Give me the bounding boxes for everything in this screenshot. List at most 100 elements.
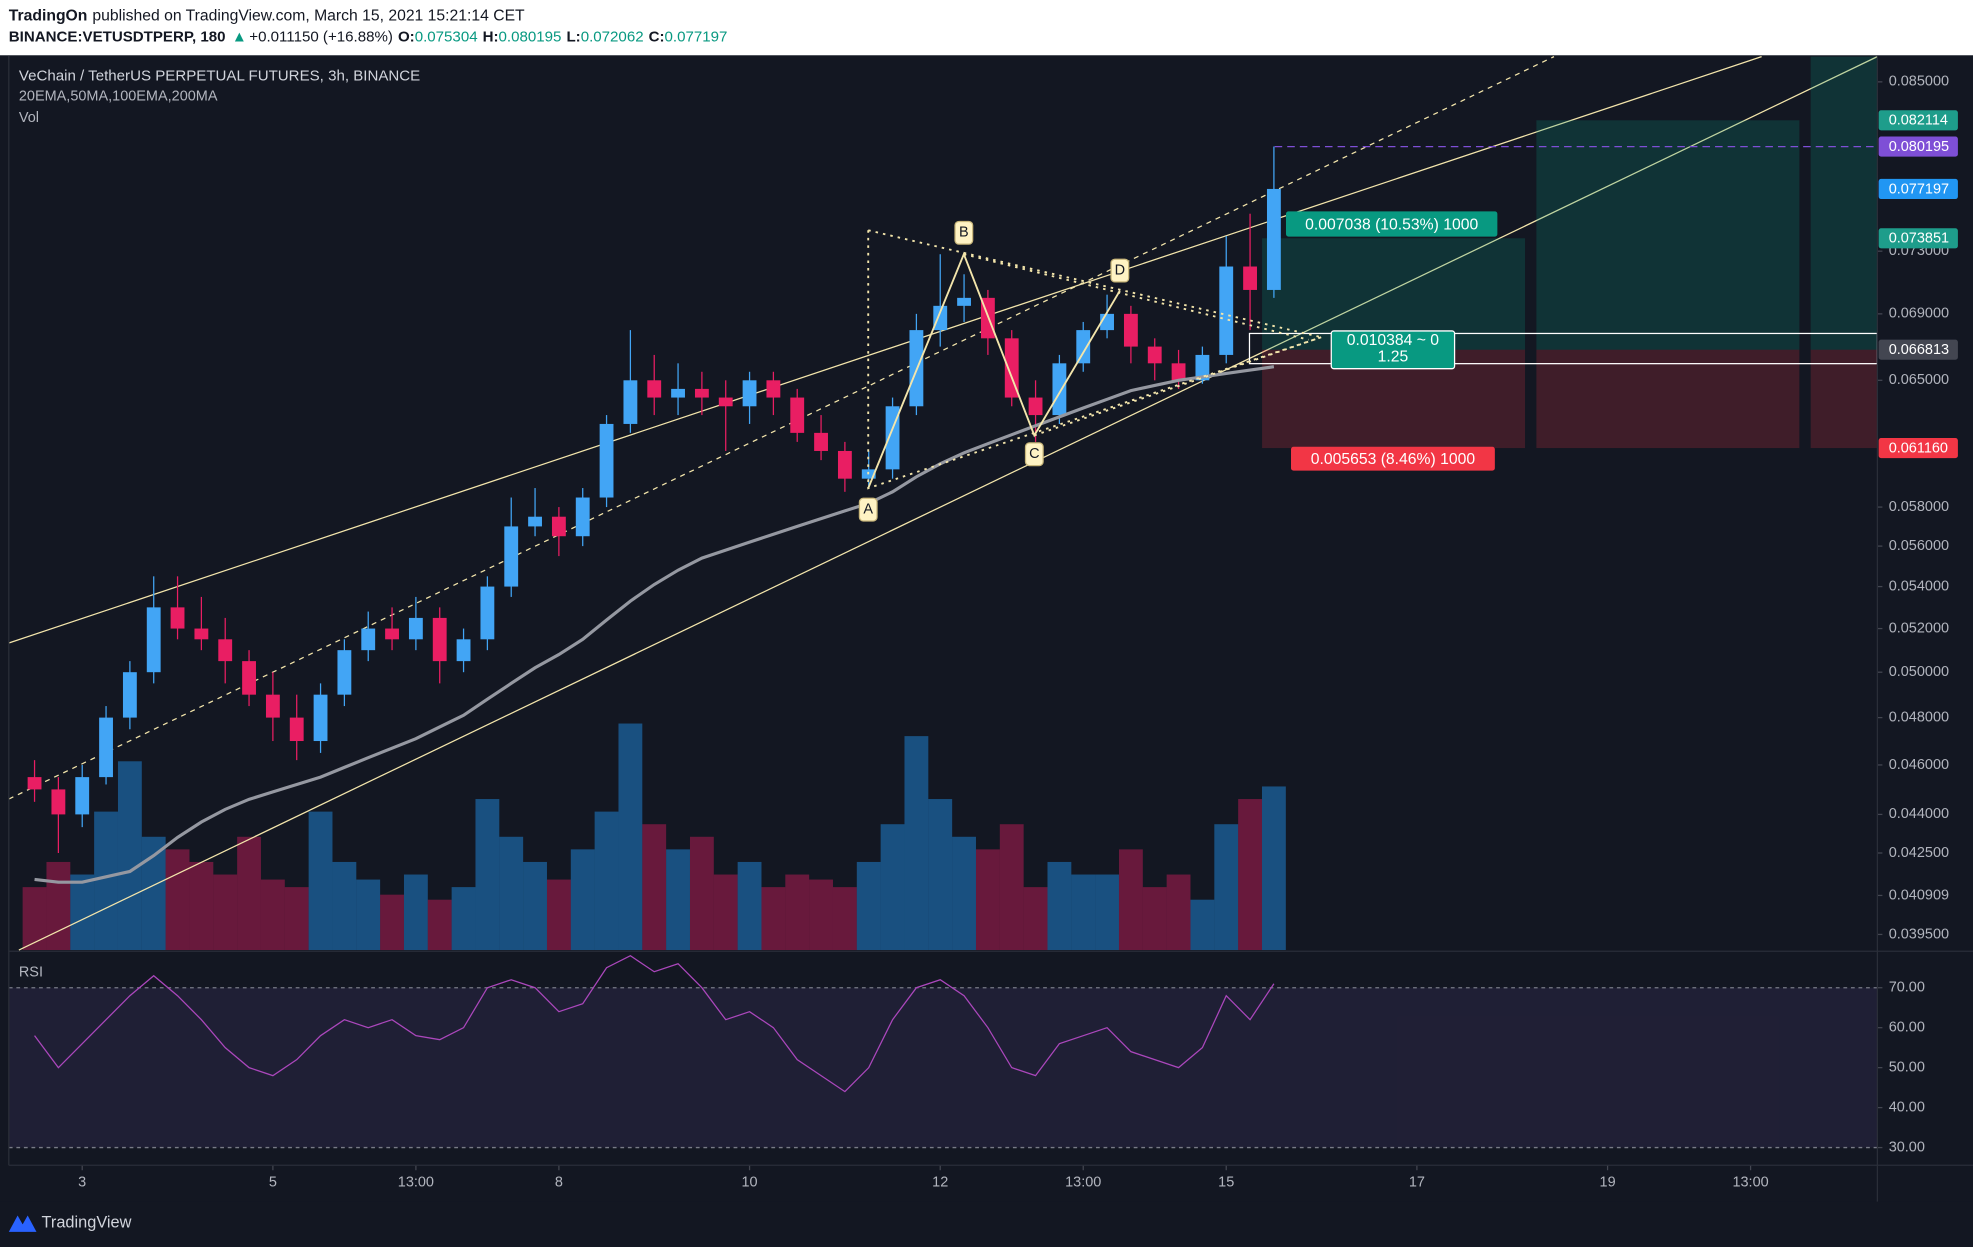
y-tick-label: 0.040909 <box>1889 887 1949 903</box>
candle-body <box>1052 363 1067 416</box>
volume-bar <box>785 874 810 951</box>
volume-bar <box>546 879 571 951</box>
candle-body <box>122 672 137 718</box>
rsi-line <box>34 955 1275 1093</box>
price-tag: 0.073851 <box>1889 231 1949 247</box>
candle-body <box>1171 363 1186 381</box>
price-tag-bg <box>1878 228 1958 249</box>
price-tag: 0.077197 <box>1889 181 1949 197</box>
volume-bar <box>642 824 667 951</box>
volume-bar <box>308 811 333 951</box>
y-tick-label: 0.069000 <box>1889 306 1949 322</box>
y-tick-label: 0.042500 <box>1889 845 1949 861</box>
candle-body <box>242 661 256 695</box>
volume-bar <box>1190 899 1215 951</box>
x-tick-label: 5 <box>269 1175 277 1191</box>
x-tick-label: 15 <box>1218 1175 1234 1191</box>
symbol: BINANCE:VETUSDTPERP, 180 <box>9 29 226 46</box>
volume-bar <box>70 874 95 951</box>
candle-body <box>1243 266 1257 290</box>
x-tick-label: 13:00 <box>1732 1175 1768 1191</box>
volume-bar <box>1047 861 1072 951</box>
channel-lower <box>18 56 1878 951</box>
candle-body <box>671 388 685 398</box>
candle-body <box>957 297 971 306</box>
candle-body <box>599 423 614 498</box>
x-tick-label: 17 <box>1409 1175 1425 1191</box>
y-tick-label: 0.058000 <box>1889 499 1949 515</box>
candle-body <box>575 497 590 537</box>
volume-bar <box>117 761 142 951</box>
ohlc-value: 0.077197 <box>665 29 728 46</box>
candle-body <box>1123 313 1138 347</box>
x-tick-label: 12 <box>932 1175 948 1191</box>
x-tick-label: 10 <box>742 1175 758 1191</box>
x-tick-label: 13:00 <box>398 1175 434 1191</box>
position-ratio: 0.010384 ~ 0 <box>1347 332 1439 349</box>
pattern-label-bg <box>858 497 878 522</box>
pattern-label: B <box>959 225 969 241</box>
y-tick-label: 0.050000 <box>1889 664 1949 680</box>
rsi-band <box>8 987 1878 1148</box>
candle-body <box>1028 397 1043 416</box>
volume-bar <box>737 861 762 951</box>
ohlc-value: 0.075304 <box>415 29 478 46</box>
position-profit <box>1536 120 1800 350</box>
volume-bar <box>356 879 381 951</box>
volume-bar <box>403 874 428 951</box>
volume-bar <box>284 887 309 951</box>
ohlc-key: O: <box>398 29 415 46</box>
candle-body <box>647 380 662 398</box>
volume-bar <box>880 824 905 951</box>
candle-body <box>1266 188 1281 290</box>
candle-body <box>75 777 90 815</box>
abcd-pattern <box>867 251 1121 489</box>
y-tick-label: 0.056000 <box>1889 538 1949 554</box>
published: published on TradingView.com, March 15, … <box>92 8 525 25</box>
y-tick-label: 0.054000 <box>1889 578 1949 594</box>
candle-body <box>218 639 233 662</box>
position-profit <box>1810 56 1878 350</box>
candle-body <box>694 388 709 398</box>
volume-bar <box>975 849 1000 951</box>
header-line1: TradingOn published on TradingView.com, M… <box>9 8 525 25</box>
pattern-label-bg <box>1024 442 1044 467</box>
price-tag: 0.082114 <box>1889 113 1948 129</box>
candle-body <box>837 450 852 479</box>
pattern-label: A <box>863 501 873 517</box>
volume-bar <box>189 861 214 951</box>
volume-bar <box>22 887 47 951</box>
volume-bar <box>94 811 118 951</box>
candle-body <box>265 694 280 718</box>
ohlc-value: 0.072062 <box>581 29 644 46</box>
ohlc-key: H: <box>483 29 499 46</box>
y-tick-label: 0.065000 <box>1889 372 1949 388</box>
volume-bar <box>165 849 190 951</box>
y-tick-label: 0.085000 <box>1889 74 1949 90</box>
volume-bar <box>237 836 261 951</box>
footer-brand[interactable]: TradingView <box>42 1213 132 1231</box>
rsi-tick-label: 30.00 <box>1889 1139 1925 1155</box>
volume-bar <box>618 723 643 951</box>
volume-bar <box>666 849 690 951</box>
candle-body <box>551 516 566 537</box>
volume-bar <box>832 887 857 951</box>
y-tick-label: 0.046000 <box>1889 757 1949 773</box>
candle-body <box>313 694 328 742</box>
volume-bar <box>1023 887 1048 951</box>
candle-body <box>528 516 542 527</box>
chart-title: VeChain / TetherUS PERPETUAL FUTURES, 3h… <box>19 68 420 85</box>
price-tag: 0.061160 <box>1889 441 1948 457</box>
candle-body <box>766 380 781 398</box>
volume-bar <box>904 736 929 951</box>
candle-body <box>51 789 66 815</box>
volume-bar <box>1166 874 1191 951</box>
volume-label: Vol <box>19 110 39 126</box>
volume-bar <box>594 811 619 951</box>
volume-bar <box>570 849 595 951</box>
candle-body <box>99 717 113 778</box>
volume-bar <box>952 836 976 951</box>
channel-mid <box>8 56 1555 800</box>
